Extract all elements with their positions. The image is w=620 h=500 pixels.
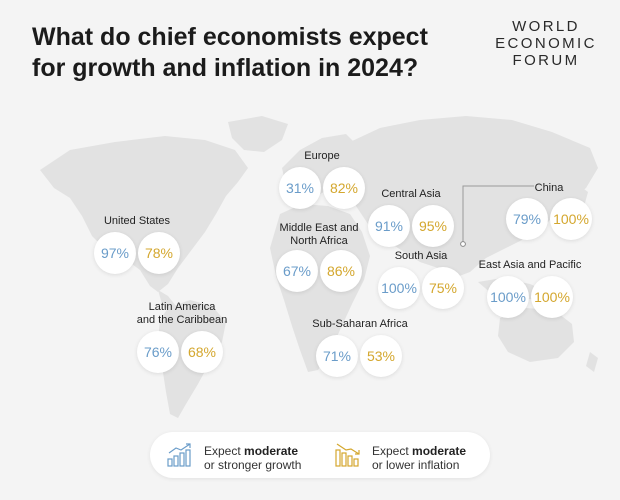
latam-label-line-1: Latin America bbox=[148, 301, 216, 313]
region-label-south-asia: South Asia bbox=[394, 250, 448, 262]
ssa-growth-value: 71% bbox=[316, 335, 358, 377]
china-inflation-value: 100% bbox=[550, 198, 592, 240]
east-asia-pacific-growth-value: 100% bbox=[487, 276, 529, 318]
region-label-mena: Middle East and North Africa bbox=[280, 222, 359, 248]
page-title: What do chief economists expect for grow… bbox=[32, 22, 472, 84]
united-states-inflation-value: 78% bbox=[138, 232, 180, 274]
legend-inflation-text: Expect moderate or lower inflation bbox=[372, 444, 466, 472]
europe-inflation-value: 82% bbox=[323, 167, 365, 209]
china-growth-value: 79% bbox=[506, 198, 548, 240]
asia-shape bbox=[346, 116, 598, 278]
legend: Expect moderate or stronger growth Expec… bbox=[150, 432, 490, 478]
south-asia-growth-value: 100% bbox=[378, 267, 420, 309]
region-label-latam: Latin America and the Caribbean bbox=[137, 301, 228, 327]
region-label-east-asia-pacific: East Asia and Pacific bbox=[478, 259, 582, 271]
latam-growth-value: 76% bbox=[137, 331, 179, 373]
region-label-united-states: United States bbox=[103, 215, 171, 227]
logo-line-3: FORUM bbox=[512, 52, 580, 69]
legend-inflation-bold: moderate bbox=[412, 444, 467, 458]
east-asia-pacific-inflation-value: 100% bbox=[531, 276, 573, 318]
legend-growth-text: Expect moderate or stronger growth bbox=[204, 444, 301, 472]
growth-bars-icon bbox=[167, 443, 191, 467]
logo-line-2: ECONOMIC bbox=[495, 35, 597, 52]
legend-inflation-prefix: Expect bbox=[372, 444, 413, 458]
legend-growth-line-2: or stronger growth bbox=[204, 458, 302, 472]
mena-label-line-2: North Africa bbox=[290, 235, 348, 247]
inflation-bars-icon bbox=[335, 443, 360, 467]
central-asia-growth-value: 91% bbox=[368, 205, 410, 247]
mena-growth-value: 67% bbox=[276, 250, 318, 292]
region-label-china: China bbox=[534, 182, 564, 194]
north-america-shape bbox=[40, 136, 248, 292]
region-label-central-asia: Central Asia bbox=[381, 188, 441, 200]
mena-inflation-value: 86% bbox=[320, 250, 362, 292]
europe-growth-value: 31% bbox=[279, 167, 321, 209]
legend-growth-bold: moderate bbox=[244, 444, 299, 458]
legend-growth-prefix: Expect bbox=[204, 444, 245, 458]
region-label-ssa: Sub-Saharan Africa bbox=[312, 318, 408, 330]
latam-inflation-value: 68% bbox=[181, 331, 223, 373]
logo-line-1: WORLD bbox=[512, 18, 580, 35]
legend-inflation-line-2: or lower inflation bbox=[372, 458, 460, 472]
china-callout-line bbox=[462, 185, 534, 244]
south-asia-inflation-value: 75% bbox=[422, 267, 464, 309]
mena-label-line-1: Middle East and bbox=[279, 222, 359, 234]
region-label-europe: Europe bbox=[304, 150, 340, 162]
latam-label-line-2: and the Caribbean bbox=[136, 314, 228, 326]
title-line-1: What do chief economists expect bbox=[32, 23, 428, 51]
united-states-growth-value: 97% bbox=[94, 232, 136, 274]
central-asia-inflation-value: 95% bbox=[412, 205, 454, 247]
title-line-2: for growth and inflation in 2024? bbox=[32, 54, 419, 82]
australia-shape bbox=[498, 308, 574, 362]
central-america-shape bbox=[158, 290, 176, 312]
new-zealand-shape bbox=[586, 352, 598, 372]
china-callout-dot bbox=[460, 241, 466, 247]
wef-logo: WORLD ECONOMIC FORUM bbox=[490, 18, 602, 69]
greenland-shape bbox=[228, 116, 288, 152]
ssa-inflation-value: 53% bbox=[360, 335, 402, 377]
africa-shape bbox=[270, 204, 370, 372]
